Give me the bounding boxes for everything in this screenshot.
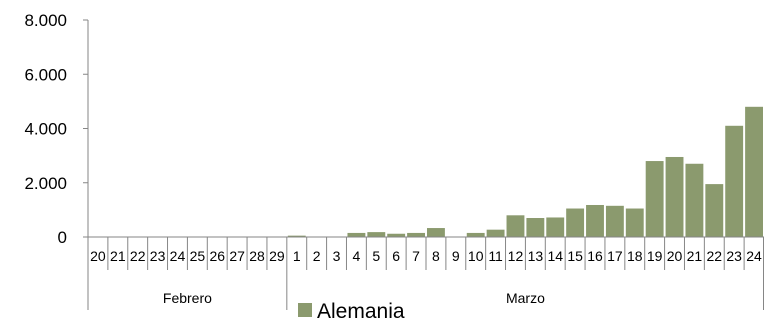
- x-tick-label: 24: [746, 248, 762, 264]
- y-tick-label: 2.000: [24, 174, 67, 193]
- bar: [506, 215, 525, 237]
- x-tick-label: 19: [647, 248, 663, 264]
- bar: [407, 232, 425, 237]
- x-tick-label: 1: [293, 248, 301, 264]
- x-tick-label: 20: [667, 248, 683, 264]
- x-tick-label: 21: [110, 248, 126, 264]
- x-tick-label: 14: [547, 248, 563, 264]
- x-tick-label: 29: [269, 248, 285, 264]
- x-tick-label: 17: [607, 248, 623, 264]
- bar: [546, 217, 565, 237]
- x-tick-label: 11: [488, 248, 503, 264]
- x-tick-label: 15: [567, 248, 583, 264]
- x-tick-label: 23: [150, 248, 166, 264]
- bar: [566, 208, 585, 237]
- legend-swatch: [298, 303, 312, 317]
- bar: [705, 184, 724, 237]
- bar: [725, 125, 744, 237]
- x-tick-label: 4: [353, 248, 361, 264]
- y-tick-label: 0: [58, 228, 67, 247]
- x-tick-label: 2: [313, 248, 321, 264]
- x-tick-label: 22: [707, 248, 723, 264]
- x-tick-label: 3: [333, 248, 341, 264]
- x-tick-label: 27: [229, 248, 245, 264]
- bar: [466, 232, 485, 237]
- y-tick-label: 8.000: [24, 11, 67, 30]
- x-tick-label: 20: [90, 248, 106, 264]
- x-tick-label: 5: [372, 248, 380, 264]
- x-tick-label: 28: [249, 248, 265, 264]
- x-tick-label: 12: [508, 248, 524, 264]
- bar: [665, 156, 684, 237]
- bar: [287, 235, 306, 237]
- x-tick-label: 8: [432, 248, 440, 264]
- bar: [367, 232, 386, 237]
- bar: [745, 106, 763, 237]
- x-tick-label: 26: [209, 248, 225, 264]
- legend-label: Alemania: [317, 300, 405, 323]
- x-tick-label: 10: [468, 248, 484, 264]
- x-tick-label: 25: [190, 248, 206, 264]
- bar: [347, 232, 366, 237]
- x-tick-label: 9: [452, 248, 460, 264]
- y-tick-label: 4.000: [24, 120, 67, 139]
- bar: [645, 161, 664, 237]
- x-axis: 20 21 22 23 24 25 26 27 28 29 1 2 3 4 5 6 7 8 9 10 11 12 13 14 1…: [87, 236, 764, 310]
- x-tick-label: 22: [130, 248, 146, 264]
- month-label: Marzo: [506, 290, 545, 306]
- x-tick-label: 24: [170, 248, 186, 264]
- bar: [387, 233, 406, 237]
- x-tick-label: 23: [726, 248, 742, 264]
- bar: [486, 229, 505, 237]
- x-tick-label: 7: [412, 248, 420, 264]
- bars: [287, 106, 763, 237]
- bar: [526, 218, 545, 237]
- x-tick-label: 13: [528, 248, 544, 264]
- x-tick-label: 18: [627, 248, 643, 264]
- x-tick-label: 16: [587, 248, 603, 264]
- bar: [586, 204, 604, 237]
- bar: [427, 228, 445, 237]
- bar: [685, 163, 704, 237]
- y-tick-label: 6.000: [24, 65, 67, 84]
- y-axis: 0 2.000 4.000 6.000 8.000: [24, 11, 89, 247]
- x-tick-label: 6: [392, 248, 400, 264]
- x-tick-label: 21: [687, 248, 703, 264]
- bar: [625, 208, 644, 237]
- month-label: Febrero: [163, 290, 212, 306]
- legend: Alemania: [298, 300, 405, 323]
- bar: [605, 205, 624, 237]
